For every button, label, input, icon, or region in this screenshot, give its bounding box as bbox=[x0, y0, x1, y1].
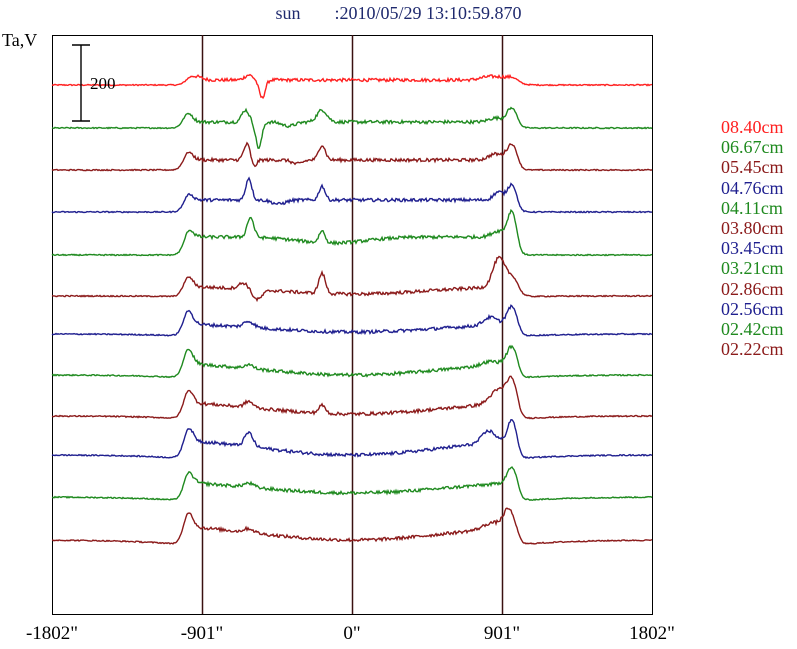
legend-entry: 06.67cm bbox=[721, 137, 784, 158]
trace-02.86cm bbox=[51, 375, 653, 420]
trace-08.40cm bbox=[51, 73, 653, 100]
timestamp: :2010/05/29 13:10:59.870 bbox=[334, 3, 522, 23]
x-tick-label: 1802" bbox=[629, 623, 675, 644]
legend-entry: 03.21cm bbox=[721, 258, 784, 279]
legend-entry: 02.86cm bbox=[721, 278, 784, 299]
legend-entry: 02.42cm bbox=[721, 319, 784, 340]
legend-entry: 03.45cm bbox=[721, 238, 784, 259]
chart-title: sun :2010/05/29 13:10:59.870 bbox=[0, 3, 797, 24]
trace-03.21cm bbox=[51, 344, 653, 379]
legend-entry: 02.22cm bbox=[721, 339, 784, 360]
scale-bar-label: 200 bbox=[90, 74, 116, 93]
scale-bar bbox=[72, 44, 90, 122]
legend-entry: 08.40cm bbox=[721, 117, 784, 137]
trace-06.67cm bbox=[51, 106, 653, 149]
trace-02.42cm bbox=[51, 466, 653, 502]
trace-04.76cm bbox=[51, 176, 653, 214]
trace-05.45cm bbox=[51, 141, 653, 172]
legend: 08.40cm 06.67cm 05.45cm 04.76cm 04.11cm 03.80… bbox=[721, 117, 784, 359]
legend-entry: 05.45cm bbox=[721, 157, 784, 178]
legend-entry: 04.76cm bbox=[721, 177, 784, 198]
x-tick-label: -901" bbox=[180, 623, 224, 644]
trace-02.22cm bbox=[51, 507, 653, 545]
trace-04.11cm bbox=[51, 208, 653, 257]
trace-03.80cm bbox=[51, 255, 653, 303]
trace-03.45cm bbox=[51, 304, 653, 337]
legend-entry: 02.56cm bbox=[721, 298, 784, 319]
object-name: sun bbox=[275, 3, 301, 23]
y-axis-label: Ta,V bbox=[2, 30, 38, 50]
legend-entry: 04.11cm bbox=[721, 197, 783, 218]
x-tick-label: 0" bbox=[343, 623, 361, 644]
legend-entry: 03.80cm bbox=[721, 218, 784, 239]
x-tick-label: -1802" bbox=[25, 623, 79, 644]
x-tick-label: 901" bbox=[483, 623, 521, 644]
trace-02.56cm bbox=[51, 418, 653, 460]
